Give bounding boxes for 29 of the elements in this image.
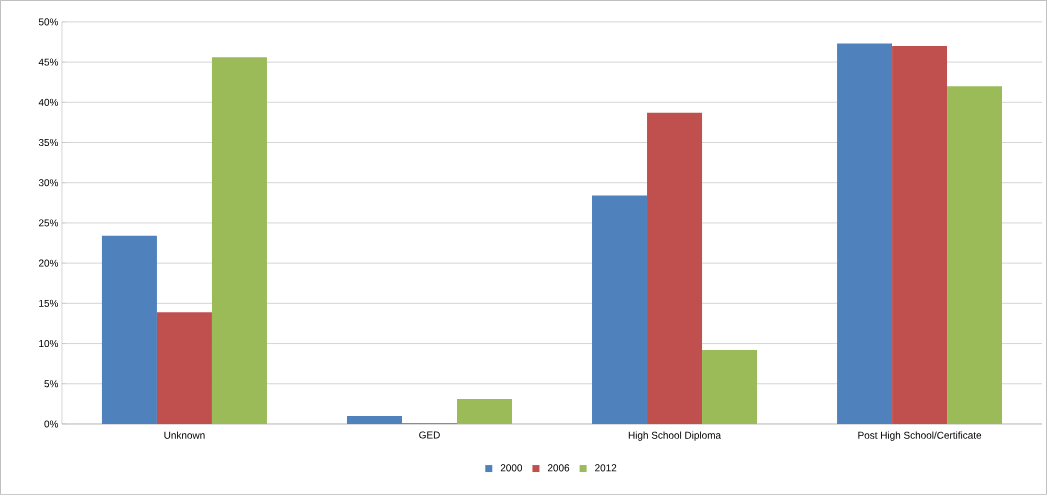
bar <box>101 235 157 425</box>
y-tick-label: 50% <box>38 18 59 26</box>
y-tick-label: 5% <box>44 380 59 388</box>
bar <box>647 112 703 425</box>
bar <box>837 43 893 425</box>
bar <box>947 86 1003 425</box>
y-tick-label: 15% <box>39 299 59 307</box>
bar <box>211 57 267 425</box>
bar <box>457 399 513 425</box>
bar <box>156 312 212 425</box>
bar <box>592 195 648 425</box>
y-tick-label: 35% <box>38 139 59 147</box>
bar <box>346 415 402 425</box>
y-tick-label: 10% <box>39 340 59 348</box>
bar <box>702 350 758 425</box>
legend-label: 2006 <box>547 464 570 472</box>
y-tick-label: 45% <box>38 58 59 66</box>
x-tick-label: Unknown <box>164 431 205 439</box>
y-tick-label: 25% <box>38 219 59 227</box>
y-tick-label: 20% <box>38 259 59 267</box>
y-tick-label: 40% <box>38 98 59 106</box>
legend-label: 2012 <box>595 464 617 472</box>
y-tick-label: 0% <box>44 420 59 428</box>
x-tick-label: High School Diploma <box>628 431 722 441</box>
legend-label: 2000 <box>500 464 523 472</box>
bar <box>892 46 948 425</box>
x-tick-label: Post High School/Certificate <box>858 431 982 441</box>
x-tick-label: GED <box>419 431 440 439</box>
y-tick-label: 30% <box>38 179 59 187</box>
